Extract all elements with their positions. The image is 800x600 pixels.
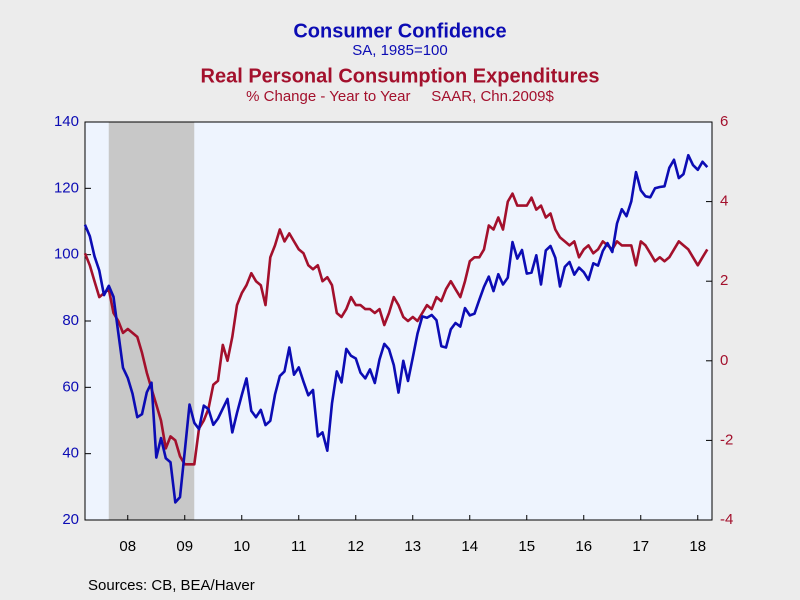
x-tick-label: 10: [233, 538, 250, 555]
y-tick-label: 100: [54, 246, 79, 263]
y2-tick-label: -4: [720, 511, 733, 528]
x-tick-label: 08: [119, 538, 136, 555]
y2-tick-label: 4: [720, 193, 728, 210]
y-tick-label: 80: [62, 312, 79, 329]
y2-tick-label: 6: [720, 113, 728, 130]
series-line: [83, 153, 709, 504]
y-tick-label: 60: [62, 378, 79, 395]
y2-tick-label: 0: [720, 352, 728, 369]
series-line: [83, 192, 709, 466]
y-tick-label: 40: [62, 445, 79, 462]
x-tick-label: 09: [176, 538, 193, 555]
x-tick-label: 11: [291, 538, 307, 555]
x-tick-label: 16: [575, 538, 592, 555]
y2-tick-label: 2: [720, 272, 728, 289]
x-tick-label: 15: [518, 538, 535, 555]
source-note: Sources: CB, BEA/Haver: [88, 577, 255, 594]
x-tick-label: 18: [689, 538, 706, 555]
y2-tick-label: -2: [720, 431, 733, 448]
chart-subtitle-2: % Change - Year to Year SAAR, Chn.2009$: [246, 88, 554, 105]
y-tick-label: 140: [54, 113, 79, 130]
x-tick-label: 12: [347, 538, 364, 555]
y-tick-label: 120: [54, 179, 79, 196]
chart-subtitle: SA, 1985=100: [352, 42, 448, 59]
chart-title: Consumer Confidence: [293, 20, 506, 42]
y-tick-label: 20: [62, 511, 79, 528]
chart-title-2: Real Personal Consumption Expenditures: [201, 65, 600, 87]
x-tick-label: 13: [404, 538, 421, 555]
x-tick-label: 17: [632, 538, 649, 555]
x-tick-label: 14: [461, 538, 478, 555]
